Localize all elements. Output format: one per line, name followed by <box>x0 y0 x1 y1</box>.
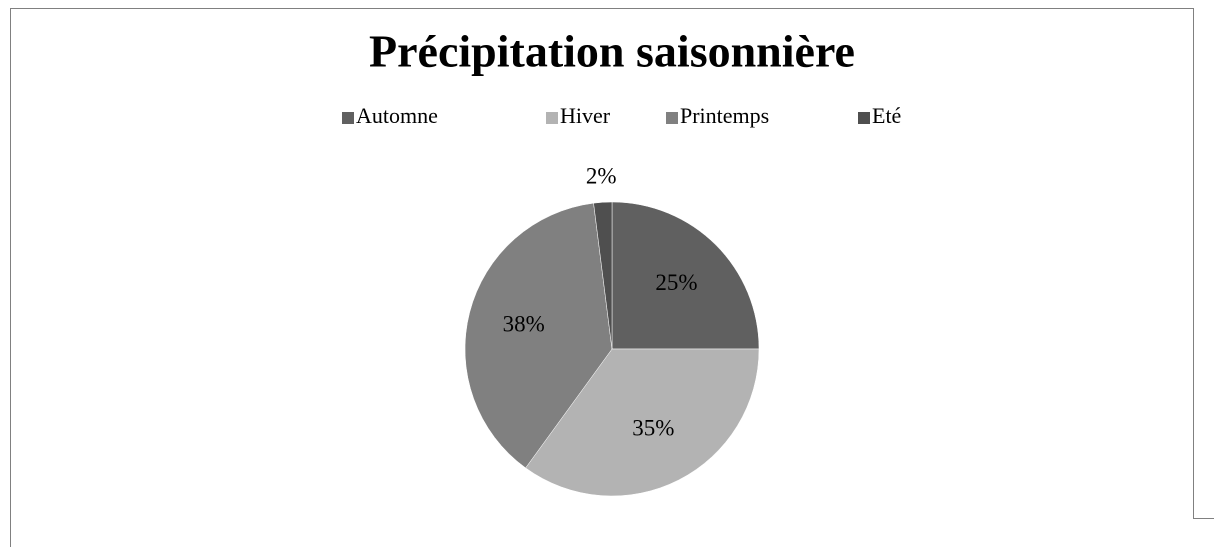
data-label: 25% <box>655 270 697 295</box>
data-label: 35% <box>632 415 674 440</box>
pie-slice <box>611 201 760 350</box>
pie-slice <box>593 201 613 350</box>
legend-label: Automne <box>356 103 438 128</box>
legend-label: Hiver <box>560 103 611 128</box>
legend-swatch <box>666 112 678 124</box>
chart-frame <box>10 8 1214 547</box>
data-label: 2% <box>586 164 617 189</box>
data-label: 38% <box>503 312 545 337</box>
pie-slice <box>525 348 760 497</box>
legend-swatch <box>858 112 870 124</box>
legend-label: Eté <box>872 103 901 128</box>
legend-swatch <box>546 112 558 124</box>
pie-slice <box>464 202 613 469</box>
legend-label: Printemps <box>680 103 769 128</box>
chart-title: Précipitation saisonnière <box>369 26 855 77</box>
legend-swatch <box>342 112 354 124</box>
